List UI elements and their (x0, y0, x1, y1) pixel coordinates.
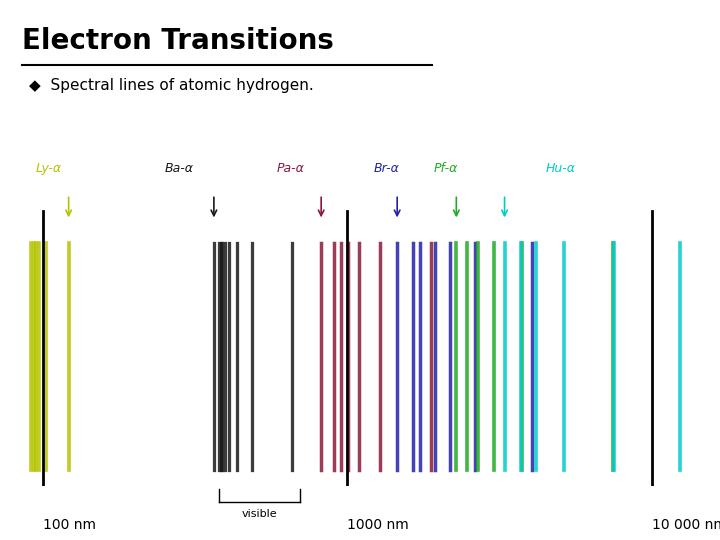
Text: Pf-α: Pf-α (433, 162, 458, 175)
Text: 1000 nm: 1000 nm (347, 518, 409, 532)
Text: visible: visible (242, 509, 278, 519)
Text: ◆  Spectral lines of atomic hydrogen.: ◆ Spectral lines of atomic hydrogen. (29, 78, 313, 93)
Text: Electron Transitions: Electron Transitions (22, 27, 333, 55)
Text: 10 000 nm: 10 000 nm (652, 518, 720, 532)
Text: Ly-α: Ly-α (36, 162, 62, 175)
Text: 100 nm: 100 nm (42, 518, 96, 532)
Text: Hu-α: Hu-α (545, 162, 575, 175)
Text: Pa-α: Pa-α (276, 162, 305, 175)
Text: Ba-α: Ba-α (164, 162, 194, 175)
Text: Br-α: Br-α (374, 162, 400, 175)
